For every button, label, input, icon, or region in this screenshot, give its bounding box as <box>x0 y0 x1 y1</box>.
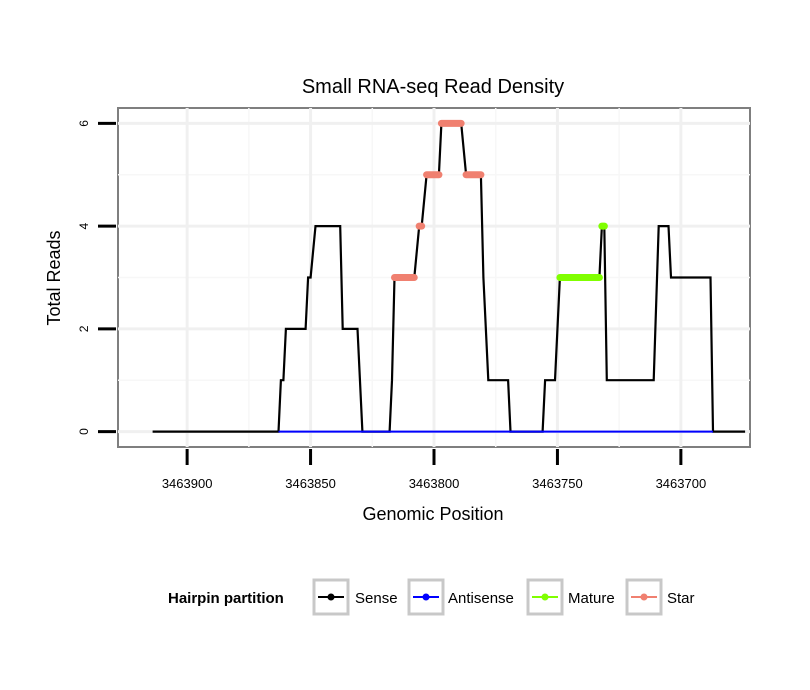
legend-label-sense: Sense <box>355 590 398 607</box>
legend-label-star: Star <box>667 590 695 607</box>
legend-dot-mature <box>541 593 549 601</box>
legend-dot-sense <box>327 593 335 601</box>
legend-label-mature: Mature <box>568 590 615 607</box>
x-axis: 3463900 3463850 3463800 3463750 3463700 <box>162 449 706 491</box>
x-tick-label: 3463800 <box>409 476 460 491</box>
legend-title: Hairpin partition <box>168 590 284 607</box>
x-tick-label: 3463900 <box>162 476 213 491</box>
x-tick-label: 3463750 <box>532 476 583 491</box>
x-axis-label: Genomic Position <box>362 504 503 524</box>
y-tick-label: 0 <box>77 428 91 435</box>
y-tick-label: 4 <box>77 222 91 229</box>
x-tick-label: 3463700 <box>656 476 707 491</box>
legend-dot-antisense <box>422 593 430 601</box>
legend-label-antisense: Antisense <box>448 590 514 607</box>
y-tick-label: 2 <box>77 325 91 332</box>
y-tick-label: 6 <box>77 120 91 127</box>
y-axis: 0 2 4 6 <box>77 120 116 435</box>
y-axis-label: Total Reads <box>44 230 64 325</box>
x-tick-label: 3463850 <box>285 476 336 491</box>
chart-title: Small RNA-seq Read Density <box>302 76 564 98</box>
series-sense-line <box>152 122 746 433</box>
legend: Hairpin partition Sense Antisense Mature St… <box>168 578 695 616</box>
series-layer <box>152 119 746 433</box>
legend-dot-star <box>640 593 648 601</box>
